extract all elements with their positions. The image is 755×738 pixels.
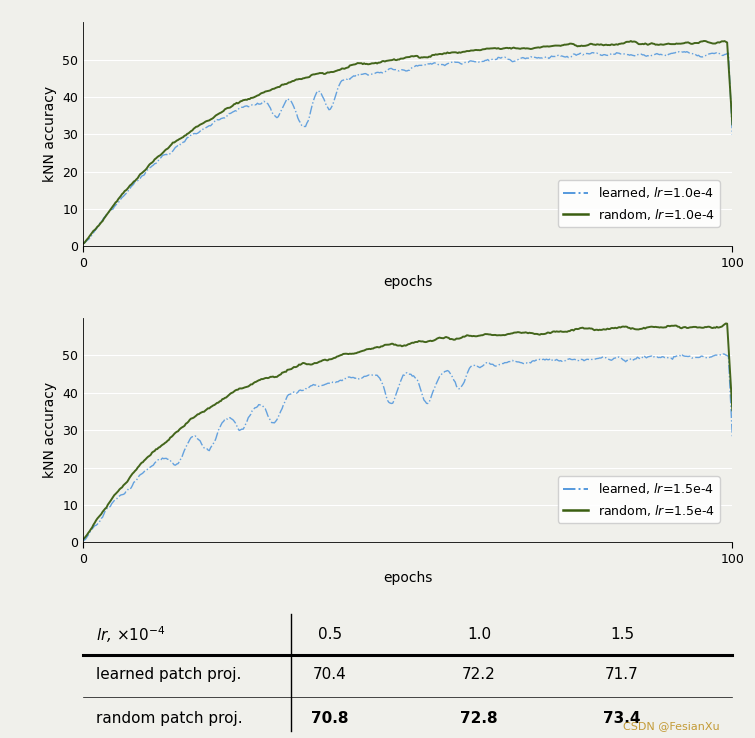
Text: 72.2: 72.2 bbox=[462, 667, 496, 682]
Text: $lr$, $\times10^{-4}$: $lr$, $\times10^{-4}$ bbox=[96, 624, 165, 645]
Text: random patch proj.: random patch proj. bbox=[96, 711, 242, 726]
Y-axis label: kNN accuracy: kNN accuracy bbox=[42, 382, 57, 478]
Text: 73.4: 73.4 bbox=[603, 711, 641, 726]
Legend: learned, $lr$=1.5e-4, random, $lr$=1.5e-4: learned, $lr$=1.5e-4, random, $lr$=1.5e-… bbox=[558, 477, 720, 523]
X-axis label: epochs: epochs bbox=[383, 571, 433, 585]
Text: 72.8: 72.8 bbox=[461, 711, 498, 726]
Legend: learned, $lr$=1.0e-4, random, $lr$=1.0e-4: learned, $lr$=1.0e-4, random, $lr$=1.0e-… bbox=[558, 181, 720, 227]
X-axis label: epochs: epochs bbox=[383, 275, 433, 289]
Text: 70.4: 70.4 bbox=[313, 667, 347, 682]
Text: 1.0: 1.0 bbox=[467, 627, 492, 643]
Text: CSDN @FesianXu: CSDN @FesianXu bbox=[623, 720, 720, 731]
Text: learned patch proj.: learned patch proj. bbox=[96, 667, 242, 682]
Text: 71.7: 71.7 bbox=[605, 667, 639, 682]
Y-axis label: kNN accuracy: kNN accuracy bbox=[42, 86, 57, 182]
Text: 70.8: 70.8 bbox=[311, 711, 349, 726]
Text: 1.5: 1.5 bbox=[610, 627, 634, 643]
Text: 0.5: 0.5 bbox=[318, 627, 342, 643]
